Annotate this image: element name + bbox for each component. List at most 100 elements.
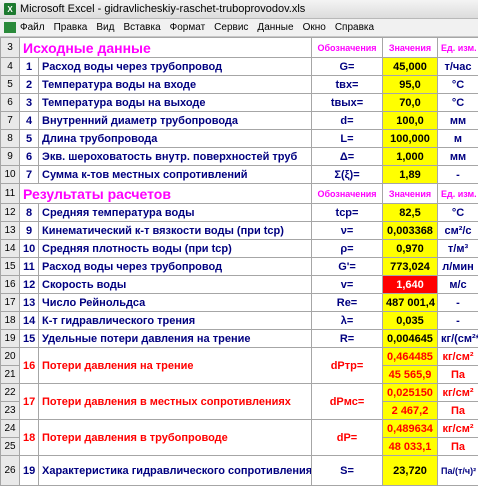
item-number-cell[interactable]: 4 [20, 112, 39, 130]
results-section-title[interactable]: Результаты расчетов [20, 184, 312, 204]
row-number[interactable]: 14 [1, 240, 20, 258]
item-number-cell[interactable]: 2 [20, 76, 39, 94]
inputs-section-title[interactable]: Исходные данные [20, 38, 312, 58]
menu-format[interactable]: Формат [170, 22, 206, 33]
parameter-cell[interactable]: Температура воды на выходе [39, 94, 312, 112]
item-number-cell[interactable]: 13 [20, 294, 39, 312]
symbol-cell[interactable]: v= [312, 276, 383, 294]
result-value-cell[interactable]: 45 565,9 [383, 366, 438, 384]
symbol-cell[interactable]: ρ= [312, 240, 383, 258]
unit-cell[interactable]: Па/(т/ч)² [438, 456, 478, 486]
column-header-value[interactable]: Значения [383, 38, 438, 58]
parameter-cell[interactable]: Температура воды на входе [39, 76, 312, 94]
input-value-cell[interactable]: 45,000 [383, 58, 438, 76]
item-number-cell[interactable]: 16 [20, 348, 39, 384]
symbol-cell[interactable]: Δ= [312, 148, 383, 166]
unit-cell[interactable]: °C [438, 204, 478, 222]
row-number[interactable]: 7 [1, 112, 20, 130]
item-number-cell[interactable]: 9 [20, 222, 39, 240]
parameter-cell[interactable]: Характеристика гидравлического сопротивл… [39, 456, 312, 486]
parameter-cell[interactable]: Скорость воды [39, 276, 312, 294]
item-number-cell[interactable]: 12 [20, 276, 39, 294]
input-value-cell[interactable]: 100,000 [383, 130, 438, 148]
result-value-cell[interactable]: 0,489634 [383, 420, 438, 438]
symbol-cell[interactable]: λ= [312, 312, 383, 330]
parameter-cell[interactable]: Средняя температура воды [39, 204, 312, 222]
column-header-symbol[interactable]: Обозначения [312, 38, 383, 58]
parameter-cell[interactable]: Потери давления на трение [39, 348, 312, 384]
column-header-value[interactable]: Значения [383, 184, 438, 204]
symbol-cell[interactable]: tср= [312, 204, 383, 222]
symbol-cell[interactable]: tвых= [312, 94, 383, 112]
parameter-cell[interactable]: Потери давления в трубопроводе [39, 420, 312, 456]
menu-window[interactable]: Окно [303, 22, 326, 33]
result-value-cell[interactable]: 0,025150 [383, 384, 438, 402]
menu-insert[interactable]: Вставка [123, 22, 160, 33]
row-number[interactable]: 12 [1, 204, 20, 222]
row-number[interactable]: 16 [1, 276, 20, 294]
symbol-cell[interactable]: G= [312, 58, 383, 76]
item-number-cell[interactable]: 17 [20, 384, 39, 420]
item-number-cell[interactable]: 11 [20, 258, 39, 276]
unit-cell[interactable]: °C [438, 76, 478, 94]
parameter-cell[interactable]: Кинематический к-т вязкости воды (при tс… [39, 222, 312, 240]
row-number[interactable]: 20 [1, 348, 20, 366]
symbol-cell[interactable]: dP= [312, 420, 383, 456]
input-value-cell[interactable]: 1,89 [383, 166, 438, 184]
unit-cell[interactable]: - [438, 294, 478, 312]
parameter-cell[interactable]: Число Рейнольдса [39, 294, 312, 312]
symbol-cell[interactable]: L= [312, 130, 383, 148]
result-value-cell[interactable]: 82,5 [383, 204, 438, 222]
result-value-cell[interactable]: 0,004645 [383, 330, 438, 348]
symbol-cell[interactable]: G'= [312, 258, 383, 276]
unit-cell[interactable]: - [438, 312, 478, 330]
unit-cell[interactable]: °C [438, 94, 478, 112]
result-value-cell[interactable]: 487 001,4 [383, 294, 438, 312]
result-value-cell[interactable]: 2 467,2 [383, 402, 438, 420]
input-value-cell[interactable]: 95,0 [383, 76, 438, 94]
row-number[interactable]: 8 [1, 130, 20, 148]
item-number-cell[interactable]: 14 [20, 312, 39, 330]
item-number-cell[interactable]: 10 [20, 240, 39, 258]
symbol-cell[interactable]: ν= [312, 222, 383, 240]
unit-cell[interactable]: кг/см² [438, 348, 478, 366]
symbol-cell[interactable]: tвх= [312, 76, 383, 94]
symbol-cell[interactable]: Σ(ξ)= [312, 166, 383, 184]
unit-cell[interactable]: т/м³ [438, 240, 478, 258]
parameter-cell[interactable]: Средняя плотность воды (при tср) [39, 240, 312, 258]
result-value-cell[interactable]: 1,640 [383, 276, 438, 294]
column-header-unit[interactable]: Ед. изм. [438, 184, 478, 204]
symbol-cell[interactable]: Re= [312, 294, 383, 312]
item-number-cell[interactable]: 19 [20, 456, 39, 486]
result-value-cell[interactable]: 773,024 [383, 258, 438, 276]
unit-cell[interactable]: т/час [438, 58, 478, 76]
parameter-cell[interactable]: К-т гидравлического трения [39, 312, 312, 330]
row-number[interactable]: 15 [1, 258, 20, 276]
row-number[interactable]: 9 [1, 148, 20, 166]
parameter-cell[interactable]: Сумма к-тов местных сопротивлений [39, 166, 312, 184]
unit-cell[interactable]: л/мин [438, 258, 478, 276]
row-number[interactable]: 26 [1, 456, 20, 486]
menu-help[interactable]: Справка [335, 22, 374, 33]
item-number-cell[interactable]: 18 [20, 420, 39, 456]
row-number[interactable]: 5 [1, 76, 20, 94]
workbook-icon[interactable] [4, 22, 16, 33]
row-number[interactable]: 10 [1, 166, 20, 184]
result-value-cell[interactable]: 0,035 [383, 312, 438, 330]
result-value-cell[interactable]: 0,970 [383, 240, 438, 258]
column-header-symbol[interactable]: Обозначения [312, 184, 383, 204]
symbol-cell[interactable]: dPтр= [312, 348, 383, 384]
parameter-cell[interactable]: Расход воды через трубопровод [39, 258, 312, 276]
menu-data[interactable]: Данные [257, 22, 293, 33]
row-number[interactable]: 24 [1, 420, 20, 438]
row-number[interactable]: 23 [1, 402, 20, 420]
unit-cell[interactable]: мм [438, 112, 478, 130]
unit-cell[interactable]: Па [438, 438, 478, 456]
row-number[interactable]: 13 [1, 222, 20, 240]
result-value-cell[interactable]: 0,464485 [383, 348, 438, 366]
menu-file[interactable]: Файл [20, 22, 45, 33]
unit-cell[interactable]: кг/см² [438, 420, 478, 438]
result-value-cell[interactable]: 48 033,1 [383, 438, 438, 456]
row-number[interactable]: 17 [1, 294, 20, 312]
parameter-cell[interactable]: Потери давления в местных сопротивлениях [39, 384, 312, 420]
